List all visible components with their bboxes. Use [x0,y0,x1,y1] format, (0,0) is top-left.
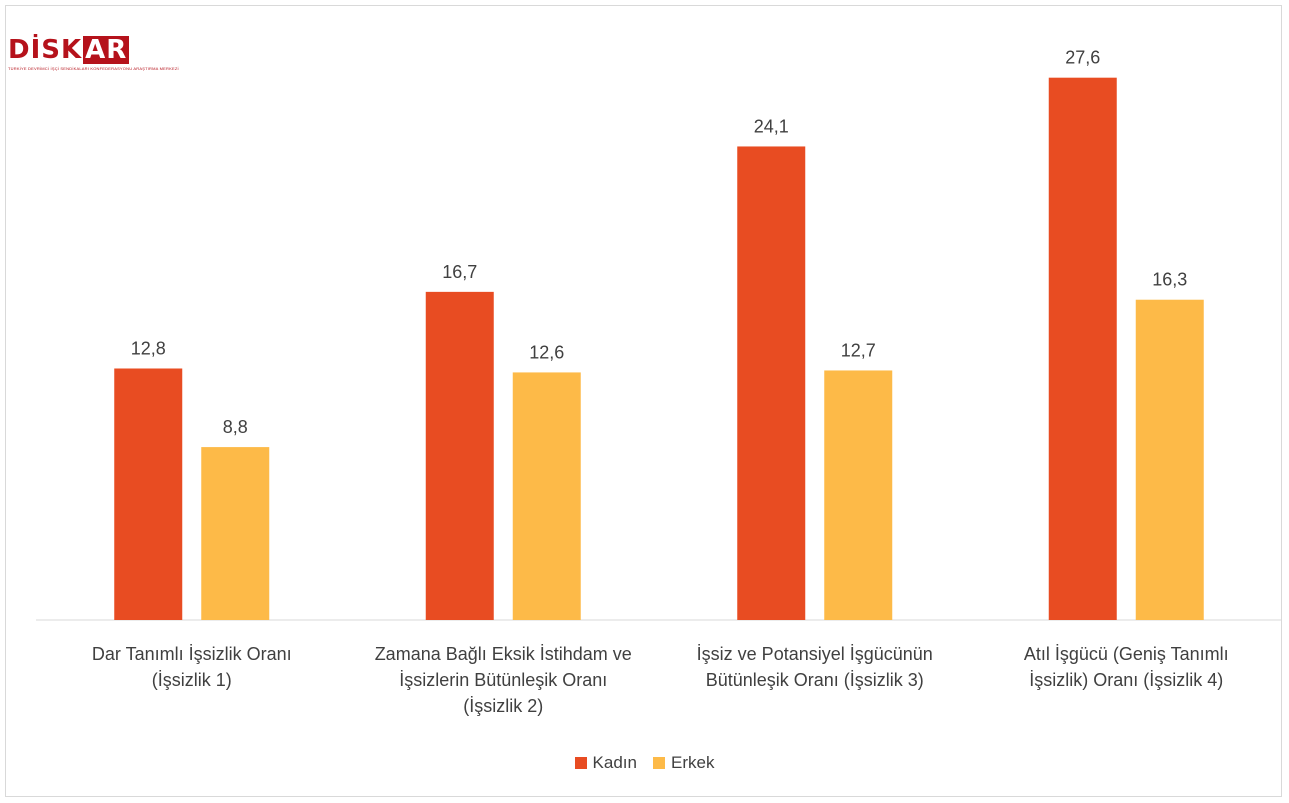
bar-erkek-2 [512,372,581,620]
category-label-2-line-1: Zamana Bağlı Eksik İstihdam ve [375,644,632,664]
data-label-kadın-3: 24,1 [754,116,789,136]
legend-item-erkek: Erkek [652,753,715,773]
bar-kadın-3 [737,146,806,620]
legend-label-erkek: Erkek [670,753,715,772]
legend-swatch-erkek [652,757,665,769]
bar-erkek-3 [824,370,893,620]
bar-erkek-4 [1135,299,1204,620]
diskar-logo: DİSK AR TÜRKİYE DEVRİMCİ İŞÇİ SENDİKALARI… [8,36,179,78]
bar-kadın-1 [114,368,183,620]
bar-kadın-2 [425,291,494,620]
data-label-erkek-3: 12,7 [841,340,876,360]
category-label-3-line-2: Bütünleşik Oranı (İşsizlik 3) [706,670,924,690]
data-label-kadın-1: 12,8 [131,338,166,358]
category-label-2-line-3: (İşsizlik 2) [463,696,543,716]
bar-kadın-4 [1048,77,1117,621]
legend-swatch-kadın [574,757,587,769]
bar-erkek-1 [201,447,270,620]
data-label-kadın-2: 16,7 [442,262,477,282]
category-label-1-line-2: (İşsizlik 1) [152,670,232,690]
logo-subtitle: TÜRKİYE DEVRİMCİ İŞÇİ SENDİKALARI KONFED… [8,66,179,71]
logo-wordmark: DİSK AR [8,35,130,65]
legend: Kadın Erkek [0,753,1289,773]
category-label-3-line-1: İşsiz ve Potansiyel İşgücünün [697,644,933,664]
category-label-4-line-1: Atıl İşgücü (Geniş Tanımlı [1024,644,1229,664]
data-label-erkek-2: 12,6 [529,342,564,362]
category-label-4-line-2: İşsizlik) Oranı (İşsizlik 4) [1029,670,1223,690]
logo-text-accent: AR [83,35,130,65]
legend-item-kadın: Kadın [574,753,637,773]
logo-text-main: DİSK [8,35,83,65]
category-label-2-line-2: İşsizlerin Bütünleşik Oranı [399,670,607,690]
data-label-kadın-4: 27,6 [1065,48,1100,68]
category-label-1-line-1: Dar Tanımlı İşsizlik Oranı [92,644,292,664]
legend-label-kadın: Kadın [592,753,637,772]
data-label-erkek-4: 16,3 [1152,270,1187,290]
data-label-erkek-1: 8,8 [223,417,248,437]
